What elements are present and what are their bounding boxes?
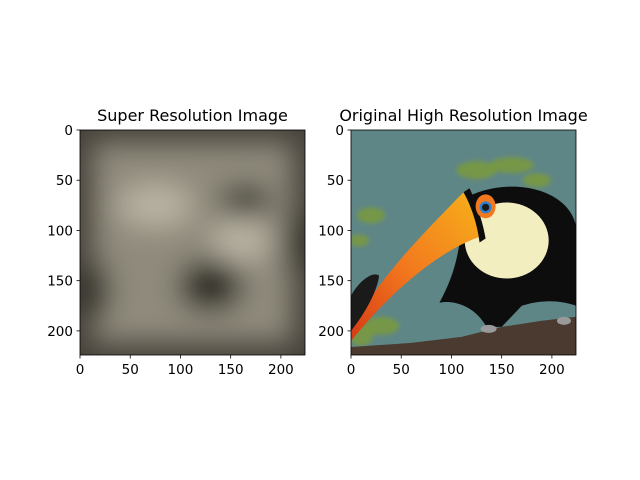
toucan-face: [464, 202, 549, 279]
super-resolution-y-tick-label: 200: [47, 324, 73, 340]
super-resolution-y-tick-label: 150: [47, 274, 73, 290]
sr-blurred-content: [81, 142, 305, 343]
original-y-tick-label: 150: [318, 274, 344, 290]
sr-shadow-blob: [219, 186, 272, 215]
super-resolution-y-ticks: 0 50 100 150 200: [47, 123, 80, 340]
leaf-cluster: [363, 316, 400, 335]
leaf-cluster: [489, 157, 534, 174]
super-resolution-x-tick-label: 50: [122, 362, 139, 378]
sr-shadow-blob: [81, 260, 110, 321]
super-resolution-axes-frame: [79, 129, 306, 356]
leaf-cluster: [357, 207, 386, 224]
toucan-foot: [556, 316, 571, 325]
leaf-cluster: [456, 161, 497, 180]
original-image: [351, 130, 576, 355]
original-panel: Original High Resolution Image 0 50 100 150…: [318, 106, 587, 378]
super-resolution-x-tick-label: 100: [168, 362, 194, 378]
leaf-cluster: [351, 234, 370, 247]
super-resolution-y-tick-label: 100: [47, 223, 73, 239]
original-title: Original High Resolution Image: [339, 106, 587, 125]
super-resolution-x-tick-label: 0: [76, 362, 85, 378]
original-axes-frame: [350, 129, 577, 356]
original-x-tick-label: 150: [489, 362, 515, 378]
original-y-tick-label: 0: [335, 123, 344, 139]
original-x-ticks: 0 50 100 150 200: [347, 355, 565, 378]
original-x-tick-label: 200: [539, 362, 565, 378]
original-y-tick-label: 100: [318, 223, 344, 239]
original-y-ticks: 0 50 100 150 200: [318, 123, 351, 340]
sr-highlight-blob: [117, 183, 194, 228]
super-resolution-x-tick-label: 200: [268, 362, 294, 378]
sr-shadow-blob: [284, 202, 305, 283]
original-x-tick-label: 0: [347, 362, 356, 378]
foliage: [351, 157, 551, 346]
original-x-tick-label: 100: [439, 362, 465, 378]
eye-pupil: [481, 203, 490, 211]
super-resolution-panel: Super Resolution Image 0 50 100 150 200 0 50 1…: [47, 106, 306, 378]
toucan-beak: [351, 192, 484, 341]
beak-base-stripe: [463, 188, 486, 243]
bill-tip-spot: [351, 274, 380, 331]
toucan-foot: [480, 324, 497, 333]
super-resolution-x-ticks: 0 50 100 150 200: [76, 355, 294, 378]
super-resolution-y-tick-label: 0: [64, 123, 73, 139]
leaf-cluster: [522, 173, 551, 188]
original-y-tick-label: 200: [318, 324, 344, 340]
super-resolution-image: [80, 130, 305, 355]
super-resolution-title: Super Resolution Image: [97, 106, 288, 125]
sr-highlight-blob: [210, 218, 271, 263]
sr-shadow-blob: [178, 259, 243, 312]
super-resolution-y-tick-label: 50: [56, 173, 73, 189]
super-resolution-x-tick-label: 150: [218, 362, 244, 378]
original-y-tick-label: 50: [327, 173, 344, 189]
original-x-tick-label: 50: [393, 362, 410, 378]
branch: [351, 316, 576, 355]
